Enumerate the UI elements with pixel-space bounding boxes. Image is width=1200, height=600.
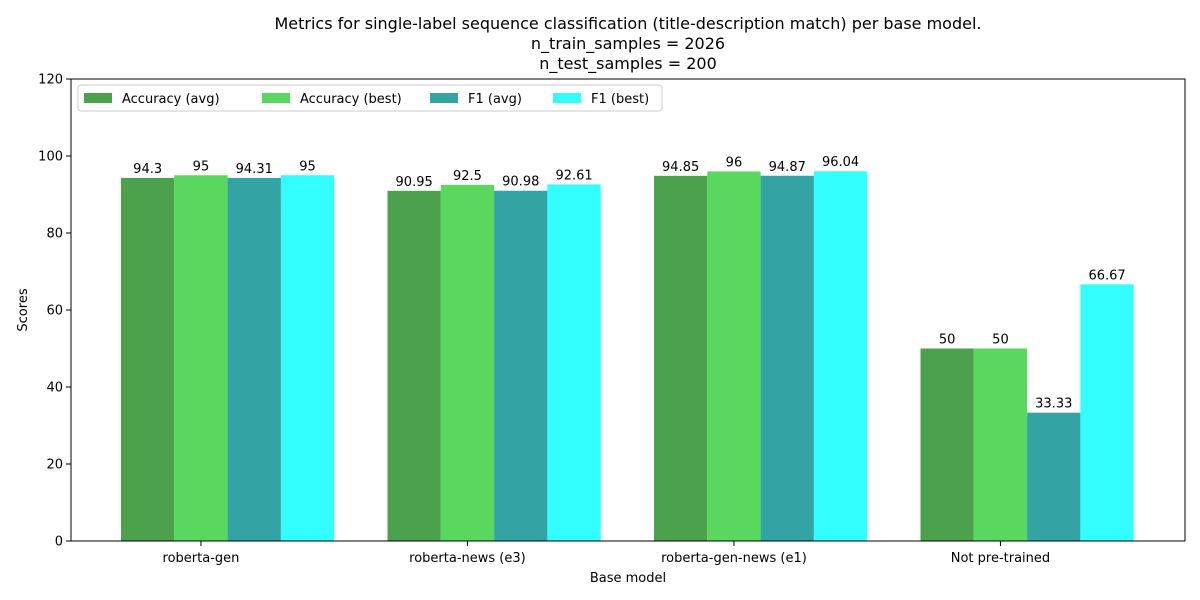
x-axis-label: Base model (590, 571, 666, 586)
chart-title: Metrics for single-label sequence classi… (274, 14, 981, 74)
bar-value-label: 90.98 (502, 175, 539, 190)
bar (707, 171, 761, 541)
legend-swatch (430, 93, 458, 103)
legend-label: Accuracy (avg) (122, 92, 220, 107)
bar-value-label: 50 (939, 333, 956, 348)
bar-value-label: 90.95 (396, 175, 433, 190)
legend-label: F1 (best) (591, 92, 649, 107)
bar-value-label: 50 (992, 333, 1009, 348)
bar (760, 175, 814, 542)
bar-value-label: 94.87 (769, 160, 806, 175)
x-tick-label: roberta-news (e3) (409, 551, 526, 566)
bar (494, 190, 548, 542)
chart-title-line: n_train_samples = 2026 (531, 34, 725, 54)
bar (280, 175, 335, 541)
bar-value-label: 96.04 (822, 155, 859, 170)
legend-frame (77, 84, 663, 112)
y-axis-ticks: 0 20 40 60 80 100 120 (38, 73, 71, 550)
y-tick-label: 80 (46, 227, 63, 242)
legend-label: Accuracy (best) (300, 92, 402, 107)
x-axis-ticks: roberta-gen roberta-news (e3) roberta-gen-… (163, 541, 1050, 566)
bar (174, 175, 228, 541)
bar-value-label: 95 (193, 159, 210, 174)
bar (387, 190, 441, 541)
chart-title-line: n_test_samples = 200 (539, 54, 717, 74)
bar-value-label: 92.61 (555, 168, 592, 183)
legend-swatch (84, 93, 112, 103)
x-tick-label: Not pre-trained (951, 551, 1050, 566)
bar-value-label: 95 (299, 159, 316, 174)
bars (121, 171, 1134, 542)
chart-title-line: Metrics for single-label sequence classi… (274, 14, 981, 33)
y-tick-label: 100 (38, 150, 63, 165)
bar (121, 177, 175, 541)
x-tick-label: roberta-gen-news (e1) (661, 551, 807, 566)
legend: Accuracy (avg) Accuracy (best) F1 (avg) F1 … (77, 84, 663, 112)
bar-value-label: 92.5 (453, 169, 482, 184)
bar (547, 184, 601, 542)
bar (227, 177, 281, 541)
bar (1080, 284, 1134, 541)
bar (654, 175, 708, 541)
y-tick-label: 40 (46, 381, 63, 396)
bar-value-label: 94.85 (662, 160, 699, 175)
y-tick-label: 0 (55, 535, 63, 550)
legend-swatch (553, 93, 581, 103)
x-tick-label: roberta-gen (163, 551, 240, 566)
bar-value-label: 33.33 (1035, 397, 1072, 412)
bar (973, 348, 1028, 541)
y-axis-label: Scores (16, 288, 31, 331)
bar (813, 171, 868, 541)
data-labels: 94.3 95 94.31 95 90.95 92.5 90.98 92.61 94.85 96 9… (133, 155, 1125, 411)
bar (440, 184, 495, 541)
plot-area: 94.3 95 94.31 95 90.95 92.5 90.98 92.61 94.85 96 9… (38, 73, 1186, 566)
legend-swatch (262, 93, 290, 103)
y-tick-label: 20 (46, 458, 63, 473)
bar-value-label: 66.67 (1088, 268, 1125, 283)
bar-value-label: 94.3 (133, 162, 162, 177)
bar-value-label: 94.31 (236, 162, 273, 177)
y-tick-label: 120 (38, 73, 63, 88)
legend-label: F1 (avg) (468, 92, 522, 107)
y-tick-label: 60 (46, 304, 63, 319)
bar (1027, 412, 1081, 541)
bar-value-label: 96 (726, 155, 743, 170)
bar (920, 348, 974, 541)
